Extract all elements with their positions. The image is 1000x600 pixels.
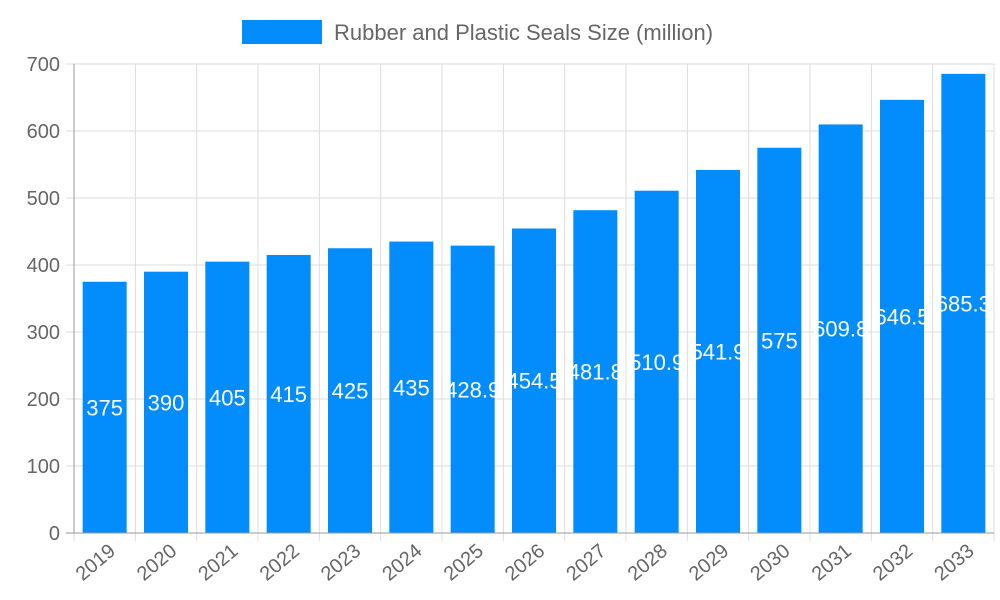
bar [328,248,372,533]
x-tick-label: 2026 [501,540,549,585]
x-tick-label: 2023 [317,540,365,585]
bar [634,190,679,533]
x-tick-label: 2031 [808,540,856,585]
bar [880,99,924,533]
bar [818,124,863,534]
x-tick-label: 2029 [685,540,733,585]
y-tick-label: 600 [27,121,60,143]
y-tick-label: 100 [27,456,60,478]
bar [573,210,618,533]
x-tick-label: 2021 [194,540,242,585]
y-tick-label: 200 [27,389,60,411]
data-labels: 375 390 405 415 425 435 428.9 454.5 481.8 510.9 54… [86,291,991,420]
y-tick-label: 500 [27,188,60,210]
grid [66,63,995,541]
x-tick-label: 2030 [746,540,794,585]
data-label: 575 [761,328,798,353]
legend-label: Rubber and Plastic Seals Size (million) [334,20,713,45]
legend[interactable]: Rubber and Plastic Seals Size (million) [242,20,713,45]
x-tick-label: 2024 [378,540,426,585]
axes: 0 100 200 300 400 500 600 700 2019 2020 2021 2022 20… [27,54,994,585]
data-label: 415 [270,382,307,407]
data-label: 454.5 [506,369,561,394]
x-tick-label: 2019 [72,540,120,585]
bar [144,271,188,533]
data-label: 510.9 [629,350,684,375]
bar [696,169,740,533]
data-label: 405 [209,385,246,410]
data-label: 375 [86,395,123,420]
y-tick-label: 400 [27,255,60,277]
data-label: 435 [393,375,430,400]
bar [512,228,556,534]
bar [757,147,802,533]
bar [82,281,127,533]
x-tick-label: 2032 [869,540,917,585]
y-tick-label: 700 [27,54,60,76]
bar [266,254,311,533]
data-label: 481.8 [568,360,623,385]
bar [389,241,434,534]
data-label: 685.3 [936,291,991,316]
bars [82,73,986,534]
x-tick-label: 2025 [440,540,488,585]
bar [205,261,250,533]
data-label: 646.5 [874,304,929,329]
x-tick-label: 2027 [562,540,610,585]
data-label: 428.9 [445,377,500,402]
x-tick-label: 2033 [930,540,978,585]
x-tick-label: 2020 [133,540,181,585]
x-tick-label: 2022 [256,540,304,585]
data-label: 541.9 [690,339,745,364]
bar [450,245,495,533]
data-label: 609.8 [813,317,868,342]
data-label: 390 [148,390,185,415]
x-tick-label: 2028 [624,540,672,585]
data-label: 425 [332,379,369,404]
bar [941,73,986,533]
y-tick-label: 300 [27,322,60,344]
legend-swatch [242,20,322,44]
y-tick-label: 0 [49,523,60,545]
